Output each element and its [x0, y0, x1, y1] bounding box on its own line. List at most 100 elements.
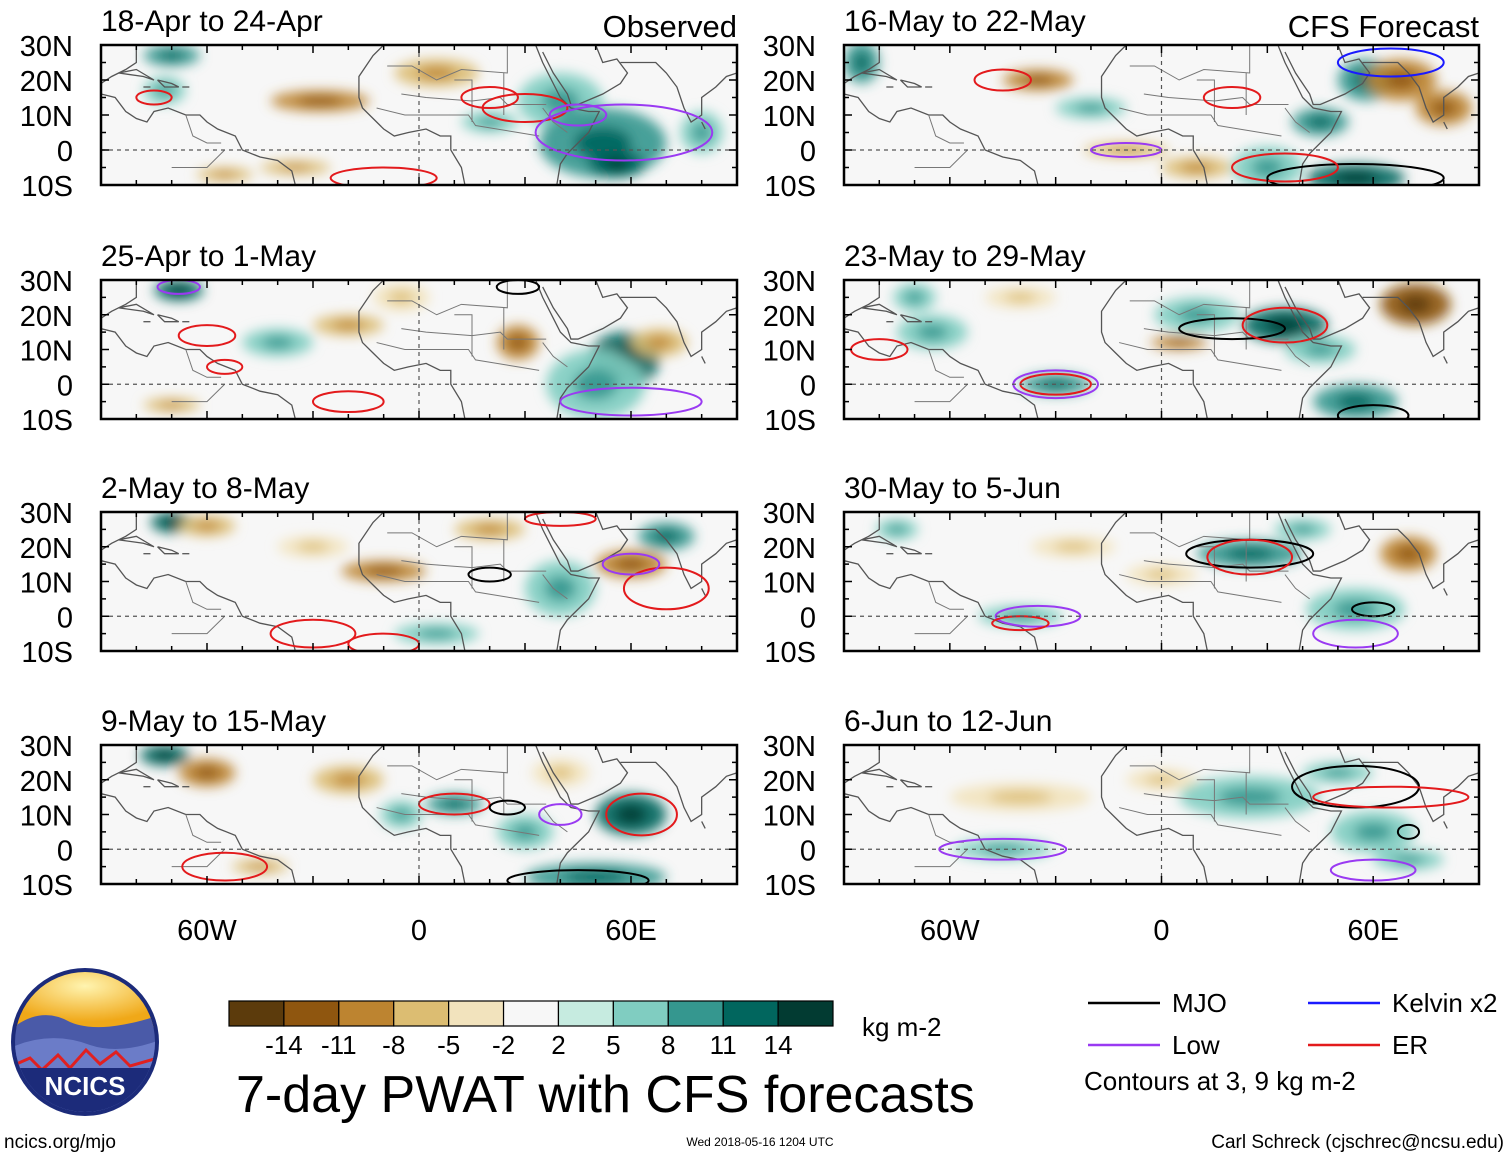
anomaly-core [476, 117, 503, 127]
country-border [542, 574, 568, 600]
anomaly-core [441, 799, 468, 809]
coastline [101, 793, 296, 884]
lat-tick-label: 0 [57, 835, 73, 867]
lon-tick-label: 60W [177, 915, 237, 947]
country-border [171, 615, 226, 635]
country-border [454, 779, 473, 822]
anomaly-core [417, 628, 456, 639]
coastline [1284, 45, 1371, 106]
wave-contour [1241, 306, 1329, 344]
anomaly-core [615, 805, 647, 824]
anomaly-core [1385, 70, 1418, 90]
wave-contour [495, 280, 541, 295]
lon-tick-label: 0 [1153, 915, 1169, 947]
anomaly-core [1180, 162, 1213, 173]
map-panel: 9-May to 15-May [99, 705, 739, 886]
timestamp: Wed 2018-05-16 1204 UTC [686, 1135, 834, 1149]
panel-title: 23-May to 29-May [844, 240, 1086, 273]
country-border [376, 574, 540, 603]
anomaly-core [563, 870, 628, 884]
coastline [701, 821, 706, 829]
lon-tick-label: 60E [1347, 915, 1399, 947]
wave-contour [506, 869, 650, 884]
wave-contour [994, 604, 1082, 628]
cfs-forecast-label: CFS Forecast [1288, 9, 1480, 44]
lat-tick-label: 10S [764, 637, 816, 669]
country-border [914, 615, 968, 635]
country-border [454, 546, 473, 589]
anomaly-core [1004, 292, 1037, 303]
coastline [358, 280, 466, 419]
coastline [620, 761, 737, 823]
colorbar-swatch [228, 1000, 285, 1027]
wave-contour [1206, 538, 1294, 576]
coastline [1317, 891, 1338, 905]
anomaly-core [547, 766, 574, 780]
coastline [1443, 588, 1448, 596]
coastline [1100, 280, 1208, 419]
wave-contour [460, 86, 519, 109]
lat-tick-label: 10N [20, 101, 73, 133]
colorbar-label: -8 [382, 1030, 405, 1060]
panel-title: 16-May to 22-May [844, 5, 1086, 38]
coastline [157, 546, 180, 555]
country-border [542, 107, 568, 133]
country-border [928, 114, 964, 144]
country-border [401, 560, 547, 572]
anomaly-core [1333, 599, 1378, 619]
anomaly-core [297, 542, 329, 552]
coastline [1277, 280, 1343, 419]
wave-contour [181, 851, 269, 882]
anomaly-core [512, 824, 538, 840]
legend-label: ER [1392, 1030, 1428, 1060]
coastline [534, 512, 601, 651]
coastline [542, 45, 629, 106]
colorbar-label: 11 [710, 1030, 737, 1060]
coastline [574, 658, 595, 672]
lat-tick-label: 0 [800, 835, 816, 867]
country-border [1284, 107, 1310, 133]
colorbar-swatch [283, 1000, 340, 1027]
coastline [101, 512, 137, 551]
wave-contour [1178, 317, 1286, 341]
coastline [534, 45, 601, 185]
country-border [928, 349, 964, 378]
anomaly-core [1022, 75, 1054, 85]
coastline [861, 68, 898, 81]
map-panel: 25-Apr to 1-May [99, 240, 739, 421]
country-border [1119, 574, 1282, 603]
colorbar-label: 2 [551, 1030, 565, 1060]
lat-tick-label: 10S [764, 405, 816, 437]
wave-contour [534, 103, 714, 162]
lat-tick-label: 20N [20, 766, 73, 798]
country-border [1119, 107, 1282, 137]
coastline [1362, 296, 1479, 358]
lat-tick-label: 0 [57, 136, 73, 168]
anomaly-core [194, 766, 220, 780]
coastline [1284, 280, 1371, 340]
anomaly-core [1333, 171, 1378, 185]
coastline [899, 546, 922, 555]
map-panel: 18-Apr to 24-Apr [99, 5, 739, 187]
coastline [358, 45, 466, 185]
site-url[interactable]: ncics.org/mjo [4, 1132, 116, 1153]
coastline [1443, 821, 1448, 829]
colorbar-label: 14 [764, 1030, 793, 1060]
lat-tick-label: 30N [20, 31, 73, 63]
wave-contour [1396, 823, 1421, 840]
anomaly-core [1145, 569, 1178, 580]
lat-tick-label: 20N [763, 766, 816, 798]
coastline [1317, 658, 1338, 672]
anomaly-core [332, 320, 365, 330]
anomaly-core [158, 401, 185, 409]
lat-tick-label: 10N [763, 801, 816, 833]
country-border [171, 149, 226, 168]
main-title: 7-day PWAT with CFS forecasts [236, 1066, 975, 1124]
lat-tick-label: 30N [20, 498, 73, 530]
country-border [1196, 314, 1215, 357]
country-border [928, 581, 964, 610]
anomaly-core [1251, 158, 1284, 177]
coastline [620, 528, 737, 590]
coastline [542, 745, 629, 805]
colorbar-swatch [667, 1000, 724, 1027]
